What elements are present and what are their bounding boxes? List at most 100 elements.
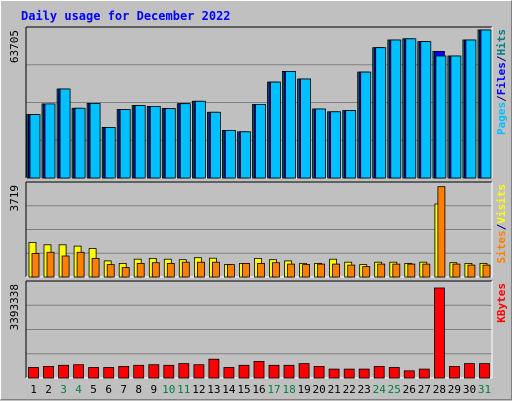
legend-entry: / (495, 95, 508, 102)
x-tick-label: 25 (388, 383, 401, 396)
x-tick-label: 1 (30, 383, 37, 396)
x-tick-label: 22 (343, 383, 356, 396)
x-tick-label: 6 (105, 383, 112, 396)
x-tick-label: 2 (45, 383, 52, 396)
bar-top-pages-day-25 (390, 39, 402, 179)
bar-middle-sites-day-23 (362, 266, 371, 278)
bar-bottom-kbytes-day-10 (163, 364, 175, 379)
bar-middle-sites-day-20 (317, 263, 326, 278)
bar-top-pages-day-24 (375, 47, 387, 179)
bar-top-pages-day-4 (74, 107, 86, 179)
bar-bottom-kbytes-day-25 (388, 367, 400, 379)
bar-top-pages-day-18 (285, 71, 296, 179)
bar-bottom-kbytes-day-3 (58, 364, 69, 379)
bar-bottom-kbytes-day-8 (133, 364, 145, 379)
bar-middle-sites-day-21 (332, 263, 341, 278)
bar-middle-sites-day-6 (106, 264, 115, 278)
bar-bottom-kbytes-day-23 (358, 368, 370, 379)
bar-bottom-kbytes-day-30 (463, 363, 475, 379)
legend-entry: Hits (495, 29, 508, 56)
bar-bottom-kbytes-day-31 (479, 363, 490, 379)
x-tick-label: 16 (252, 383, 265, 396)
bar-bottom-kbytes-day-16 (253, 360, 265, 379)
bar-top-pages-day-19 (300, 78, 312, 179)
bar-top-pages-day-8 (134, 105, 146, 179)
bar-middle-sites-day-2 (46, 251, 55, 278)
bar-top-pages-day-2 (44, 103, 56, 179)
x-tick-label: 3 (60, 383, 67, 396)
bar-middle-sites-day-19 (302, 264, 311, 278)
legend-entry: Visits (495, 184, 508, 224)
x-tick-label: 10 (162, 383, 175, 396)
x-tick-label: 12 (192, 383, 205, 396)
bar-middle-sites-day-18 (287, 263, 295, 278)
bar-bottom-kbytes-day-24 (373, 365, 385, 379)
bar-middle-sites-day-27 (422, 263, 431, 278)
bar-middle-sites-day-31 (482, 264, 491, 278)
bar-middle-sites-day-4 (76, 251, 85, 278)
x-tick-label: 23 (358, 383, 371, 396)
x-tick-label: 26 (403, 383, 416, 396)
bar-bottom-kbytes-day-13 (208, 358, 220, 379)
x-tick-label: 20 (312, 383, 325, 396)
bar-bottom-kbytes-day-26 (403, 370, 415, 379)
bar-middle-sites-day-17 (272, 262, 280, 278)
bar-bottom-kbytes-day-18 (283, 364, 295, 379)
panel-top-max-label: 63705 (8, 30, 21, 63)
x-tick-label: 7 (120, 383, 127, 396)
bar-top-pages-day-9 (149, 106, 161, 179)
bar-top-pages-day-14 (224, 129, 236, 179)
bar-middle-sites-day-28 (437, 186, 446, 278)
bar-middle-sites-day-29 (452, 263, 461, 278)
bar-top-pages-day-17 (270, 81, 281, 179)
bar-middle-sites-day-7 (121, 267, 130, 278)
x-tick-label: 30 (463, 383, 476, 396)
bar-top-pages-day-26 (405, 38, 417, 179)
bar-middle-sites-day-15 (242, 262, 250, 278)
bar-top-pages-day-30 (465, 39, 477, 179)
bar-bottom-kbytes-day-9 (148, 364, 160, 379)
x-tick-label: 27 (418, 383, 431, 396)
bar-bottom-kbytes-day-27 (418, 368, 430, 379)
bar-middle-sites-day-1 (31, 253, 40, 278)
legend-entry: Pages (495, 102, 508, 135)
bar-bottom-kbytes-day-7 (118, 365, 130, 379)
x-tick-label: 17 (267, 383, 280, 396)
bar-middle-sites-day-10 (166, 262, 175, 278)
bar-top-pages-day-7 (119, 109, 131, 179)
legend-entry: KBytes (495, 283, 508, 323)
bar-middle-sites-day-12 (196, 261, 205, 278)
bar-bottom-kbytes-day-4 (73, 364, 84, 379)
bar-bottom-kbytes-day-17 (268, 364, 280, 379)
x-tick-label: 4 (75, 383, 82, 396)
bar-middle-sites-day-26 (407, 263, 416, 278)
x-tick-label: 21 (328, 383, 341, 396)
x-tick-label: 18 (282, 383, 295, 396)
bar-top-pages-day-31 (480, 29, 492, 179)
bar-top-pages-day-15 (240, 131, 251, 179)
bar-top-pages-day-13 (209, 111, 221, 179)
bar-bottom-kbytes-day-20 (313, 365, 325, 379)
bar-top-pages-day-3 (59, 88, 71, 179)
bar-top-pages-day-6 (104, 127, 116, 179)
panel-bottom-legend: KBytes (495, 283, 508, 323)
bar-middle-sites-day-16 (257, 262, 265, 278)
legend-entry: Sites (495, 230, 508, 263)
bar-middle-sites-day-13 (211, 261, 220, 278)
bar-middle-sites-day-5 (91, 257, 100, 278)
panel-top-legend: Pages/Files/Hits (495, 29, 508, 135)
bar-bottom-kbytes-day-22 (343, 368, 355, 379)
x-tick-label: 9 (150, 383, 157, 396)
x-tick-label: 5 (90, 383, 97, 396)
bar-top-pages-day-5 (89, 103, 101, 179)
bar-bottom-kbytes-day-12 (193, 364, 205, 379)
bar-bottom-kbytes-day-15 (238, 364, 250, 379)
bar-middle-sites-day-8 (136, 262, 145, 278)
x-tick-label: 14 (222, 383, 236, 396)
x-tick-label: 11 (177, 383, 190, 396)
x-tick-label: 31 (478, 383, 491, 396)
bar-bottom-kbytes-day-29 (448, 365, 460, 379)
bar-bottom-kbytes-day-11 (178, 363, 190, 379)
